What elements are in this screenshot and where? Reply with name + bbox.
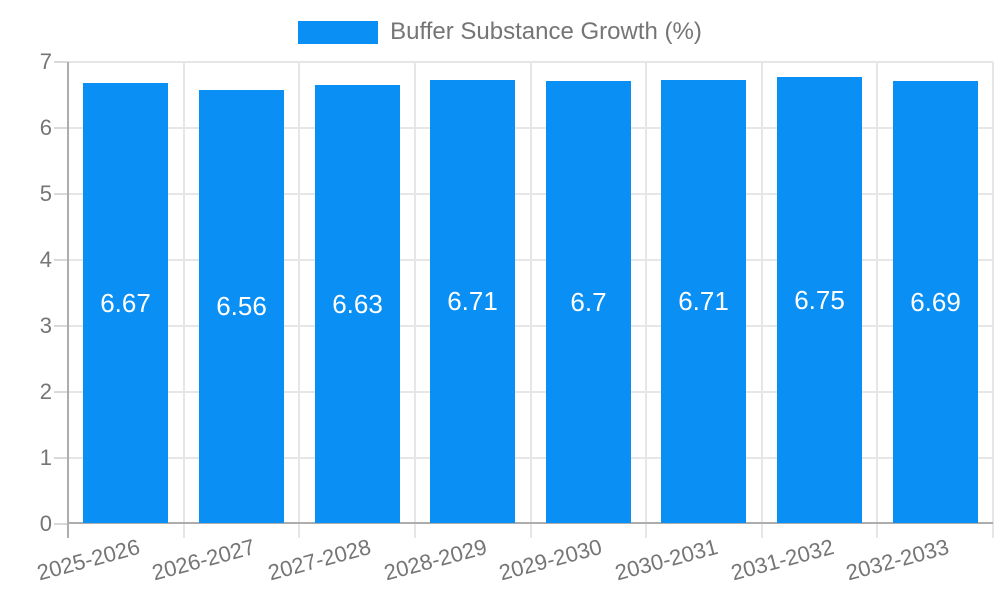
bar[interactable]: 6.67 [83,83,168,523]
x-axis-tick [414,524,416,538]
y-axis-tick [54,61,68,63]
y-axis-tick-label: 7 [39,49,52,74]
y-axis-tick [54,457,68,459]
y-axis-tick-label: 5 [39,181,52,206]
x-axis-tick [183,524,185,538]
bar-value-label: 6.7 [570,286,607,317]
y-axis-tick-label: 1 [39,445,52,470]
y-axis-tick [54,259,68,261]
bar[interactable]: 6.71 [430,80,515,523]
bar[interactable]: 6.69 [893,81,978,523]
bar-value-label: 6.75 [794,284,845,315]
plot-area: 0 1 2 3 4 5 6 7 6.67 6.56 6.63 6.71 6.7 6.71 6.75 6.69 2… [34,49,994,585]
y-axis-tick-label: 4 [39,247,52,272]
x-axis-tick [992,524,994,538]
y-axis-tick [54,127,68,129]
x-axis-tick [645,524,647,538]
x-axis-tick [530,524,532,538]
gridline-vertical [298,62,300,524]
gridline-vertical [183,62,185,524]
y-axis-tick-label: 2 [39,379,52,404]
legend-swatch [298,20,379,44]
y-axis-tick [54,325,68,327]
bar[interactable]: 6.71 [661,80,746,523]
y-axis-tick [54,523,68,525]
bar[interactable]: 6.56 [199,90,284,523]
y-axis-tick-label: 6 [39,115,52,140]
gridline-vertical [645,62,647,524]
gridline-vertical [414,62,416,524]
gridline-vertical [761,62,763,524]
y-axis-tick [54,391,68,393]
chart-legend[interactable]: Buffer Substance Growth (%) [0,18,1000,46]
bar[interactable]: 6.7 [546,81,631,523]
x-axis-line [68,522,993,524]
gridline-vertical [876,62,878,524]
x-axis-tick [876,524,878,538]
bar-value-label: 6.63 [332,288,383,319]
bar-value-label: 6.67 [100,287,151,318]
bar-value-label: 6.56 [216,291,267,321]
y-axis-tick-label: 0 [39,511,52,536]
bar-value-label: 6.69 [910,286,961,317]
x-axis-tick [298,524,300,538]
bar[interactable]: 6.75 [777,77,862,523]
y-axis-line [67,62,69,538]
y-axis-tick-label: 3 [39,313,52,338]
gridline-vertical [992,62,994,524]
x-axis-tick [761,524,763,538]
bar[interactable]: 6.63 [315,85,400,523]
legend-label: Buffer Substance Growth (%) [390,18,702,45]
gridline-vertical [530,62,532,524]
bar-value-label: 6.71 [447,286,498,316]
bar-value-label: 6.71 [678,286,729,316]
y-axis-tick [54,193,68,195]
